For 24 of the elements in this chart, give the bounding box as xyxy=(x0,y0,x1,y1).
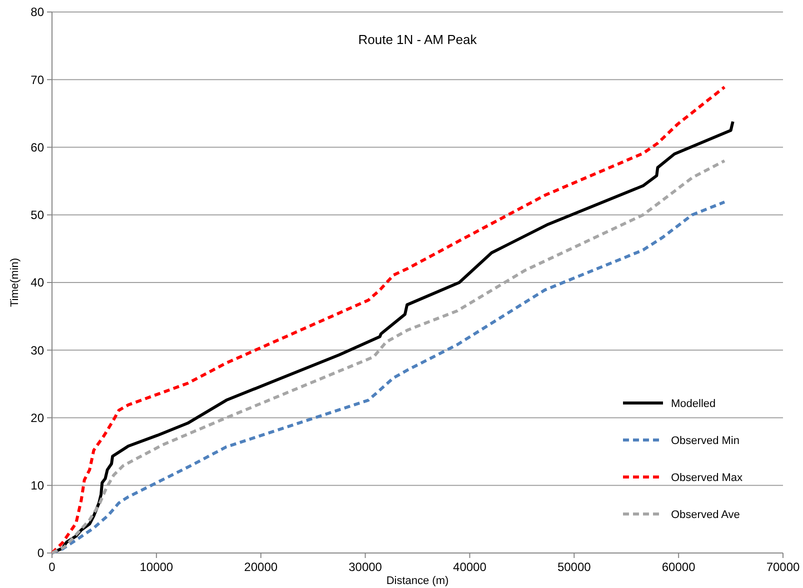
x-tick-label: 40000 xyxy=(453,560,487,574)
x-tick-label: 20000 xyxy=(244,560,278,574)
x-tick-label: 50000 xyxy=(557,560,592,574)
y-tick-label: 30 xyxy=(30,343,44,358)
y-tick-label: 60 xyxy=(30,140,44,154)
x-tick-label: 70000 xyxy=(766,560,800,574)
x-tick-label: 0 xyxy=(48,560,56,574)
x-tick-label: 10000 xyxy=(140,560,174,574)
x-tick-label: 30000 xyxy=(348,560,382,574)
y-tick-label: 80 xyxy=(30,5,44,20)
y-tick-label: 40 xyxy=(30,276,44,290)
legend-label: Modelled xyxy=(671,398,716,410)
text: Route 1N - AM Peak xyxy=(358,32,478,47)
legend-label: Observed Min xyxy=(671,434,740,447)
y-tick-label: 50 xyxy=(30,208,44,222)
y-tick-label: 0 xyxy=(37,546,44,560)
x-axis-title: Distance (m) xyxy=(386,575,449,587)
y-tick-label: 70 xyxy=(30,72,44,87)
legend-label: Observed Max xyxy=(671,472,744,484)
legend-label: Observed Ave xyxy=(671,508,740,521)
y-tick-label: 10 xyxy=(30,478,44,493)
x-tick-label: 60000 xyxy=(662,560,696,574)
y-tick-label: 20 xyxy=(30,410,44,425)
y-axis-title: Time(min) xyxy=(9,258,21,308)
